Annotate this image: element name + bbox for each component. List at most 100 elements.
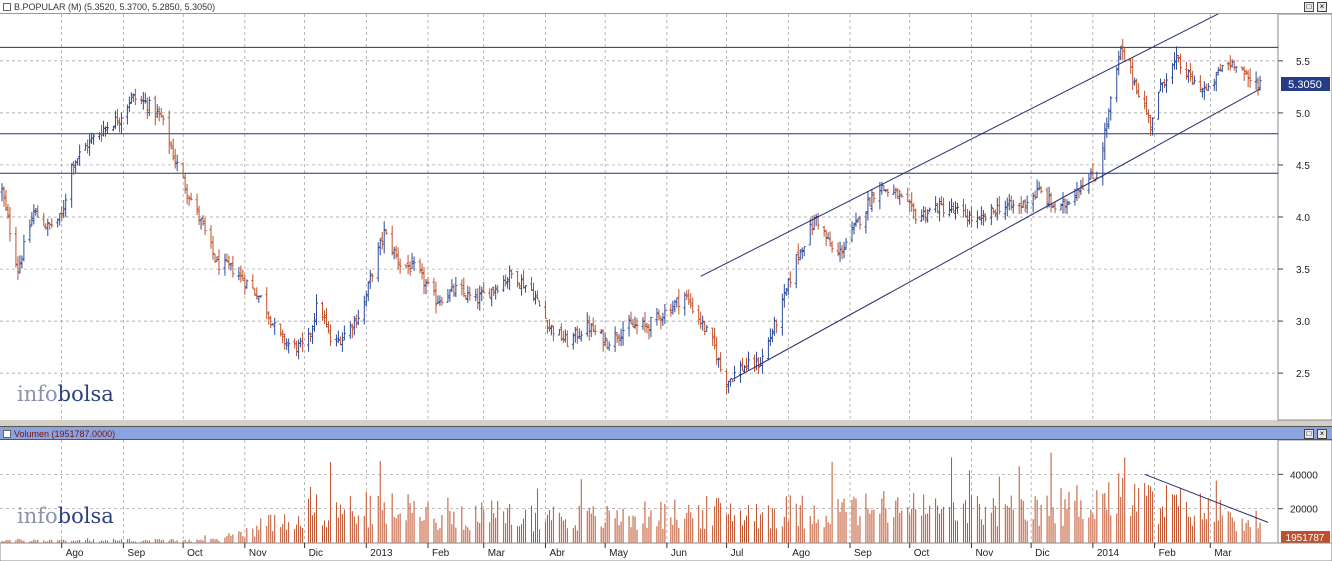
ohlc-bar — [691, 297, 695, 314]
time-tick-label: Abr — [549, 548, 565, 559]
ohlc-bar — [585, 312, 589, 337]
ohlc-bar — [1176, 55, 1180, 63]
trend-channel-upper — [700, 14, 1220, 277]
logo-info: info — [17, 382, 58, 406]
maximize-icon[interactable]: □ — [1304, 2, 1314, 12]
last-volume-value: 1951787 — [1286, 533, 1325, 544]
ohlc-bar — [1037, 181, 1041, 191]
ohlc-bar — [1065, 199, 1069, 215]
ohlc-bar — [412, 256, 416, 271]
ohlc-bar — [1165, 73, 1169, 93]
ohlc-bar — [376, 242, 380, 282]
ohlc-bar — [354, 314, 358, 328]
ohlc-bar — [92, 133, 96, 145]
ohlc-bar — [494, 284, 498, 300]
close-icon[interactable]: × — [1317, 429, 1327, 439]
ohlc-bar — [575, 325, 579, 344]
ohlc-bar — [774, 319, 778, 334]
ohlc-bar — [129, 92, 133, 104]
ohlc-bar — [271, 323, 275, 326]
ohlc-bar — [617, 333, 621, 346]
ohlc-bar — [733, 365, 737, 382]
ohlc-bar — [362, 295, 366, 325]
ohlc-bar — [587, 315, 591, 341]
ohlc-bar — [731, 378, 735, 383]
ohlc-bar — [105, 122, 109, 134]
ohlc-bar — [1133, 77, 1137, 86]
price-tick-label: 3.5 — [1296, 265, 1310, 276]
ohlc-bar — [663, 303, 667, 324]
ohlc-bar — [398, 258, 402, 274]
ohlc-bar — [1033, 190, 1037, 201]
svg-text:infobolsa: infobolsa — [17, 382, 114, 406]
ohlc-bar — [1198, 74, 1202, 93]
ohlc-bar — [1190, 70, 1194, 85]
ohlc-bar — [426, 276, 430, 285]
ohlc-bar — [1005, 197, 1009, 217]
ohlc-bar — [1143, 90, 1147, 110]
ohlc-bar — [159, 108, 163, 118]
ohlc-bar — [954, 201, 958, 220]
ohlc-bar — [1163, 78, 1167, 88]
ohlc-bar — [826, 232, 830, 239]
ohlc-bar — [348, 321, 352, 339]
ohlc-bar — [593, 324, 597, 336]
ohlc-bar — [561, 330, 565, 344]
ohlc-bar — [187, 195, 191, 207]
ohlc-bar — [571, 332, 575, 350]
ohlc-bar — [828, 231, 832, 247]
ohlc-bar — [719, 352, 723, 372]
ohlc-bar — [432, 277, 436, 296]
volume-chart: infobolsa 20000 40000 1951787 Ago Sep Oct No… — [0, 440, 1332, 561]
ohlc-bar — [979, 206, 983, 226]
ohlc-bar — [766, 337, 770, 361]
ohlc-bar — [104, 126, 108, 137]
maximize-icon[interactable]: □ — [1304, 429, 1314, 439]
ohlc-bar — [169, 141, 173, 150]
ohlc-bar — [619, 328, 623, 347]
ohlc-bar — [42, 212, 46, 227]
ohlc-bar — [171, 138, 175, 161]
ohlc-bar — [267, 311, 271, 325]
ohlc-bar — [0, 183, 4, 202]
ohlc-bar — [370, 273, 374, 283]
ohlc-bar — [410, 252, 414, 270]
ohlc-bar — [627, 314, 631, 337]
infobolsa-logo: infobolsa — [17, 382, 114, 406]
ohlc-bar — [770, 328, 774, 343]
ohlc-bar — [334, 334, 338, 347]
ohlc-bar — [530, 277, 534, 292]
ohlc-bar — [926, 209, 930, 223]
ohlc-bar — [914, 208, 918, 224]
volume-axis-area — [1277, 440, 1332, 544]
ohlc-bar — [185, 184, 189, 205]
ohlc-bar — [892, 184, 896, 195]
ohlc-bar — [462, 277, 466, 298]
ohlc-bar — [547, 319, 551, 332]
time-tick-label: Sep — [127, 548, 145, 559]
ohlc-bar — [482, 281, 486, 294]
ohlc-bar — [239, 265, 243, 283]
logo-bolsa: bolsa — [58, 382, 114, 406]
ohlc-bar — [997, 196, 1001, 215]
ohlc-bar — [1031, 192, 1035, 213]
ohlc-bar — [1053, 202, 1057, 214]
ohlc-bar — [394, 245, 398, 259]
close-icon[interactable]: × — [1317, 2, 1327, 12]
ohlc-bar — [1131, 57, 1135, 90]
ohlc-bar — [46, 218, 50, 236]
ohlc-bar — [613, 326, 617, 352]
ohlc-bar — [153, 95, 157, 126]
ohlc-bar — [211, 235, 215, 260]
time-tick-label: Mar — [488, 548, 506, 559]
ohlc-bar — [396, 247, 400, 270]
time-tick-label: Jun — [671, 548, 687, 559]
ohlc-bar — [635, 318, 639, 335]
ohlc-bar — [727, 380, 731, 394]
ohlc-bar — [175, 154, 179, 172]
ohlc-bar — [956, 202, 960, 214]
price-tick-label: 4.0 — [1296, 213, 1310, 224]
ohlc-bar — [1254, 71, 1258, 90]
horizontal-levels — [0, 46, 1278, 174]
ohlc-bar — [705, 325, 709, 333]
